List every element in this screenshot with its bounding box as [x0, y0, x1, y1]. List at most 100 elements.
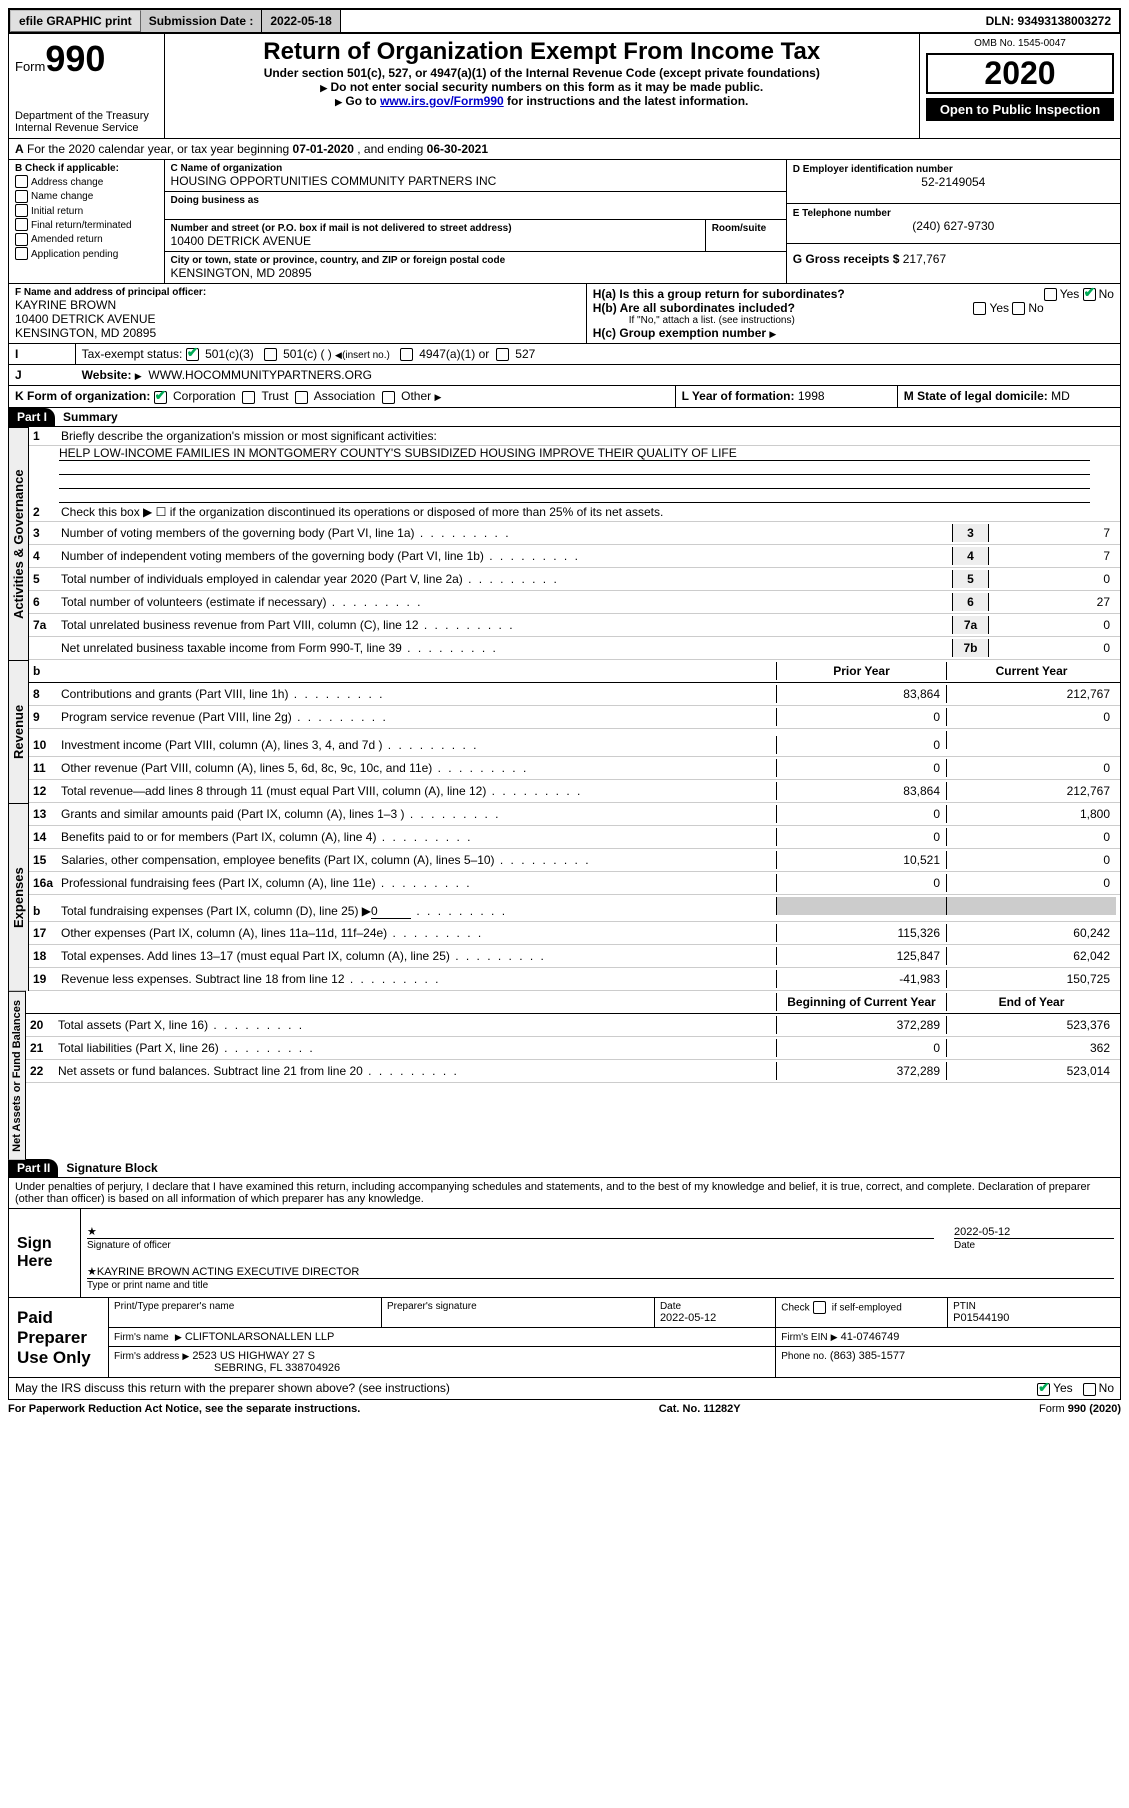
gov-line: Net unrelated business taxable income fr… — [29, 637, 1120, 660]
fin-line: 11Other revenue (Part VIII, column (A), … — [29, 757, 1120, 780]
firm-addr1: 2523 US HIGHWAY 27 S — [192, 1350, 315, 1362]
cb-other[interactable] — [382, 391, 395, 404]
h-b-note: If "No," attach a list. (see instruction… — [593, 315, 1114, 326]
officer-addr2: KENSINGTON, MD 20895 — [15, 326, 580, 340]
ha-yes[interactable] — [1044, 288, 1057, 301]
fin-line: 8Contributions and grants (Part VIII, li… — [29, 683, 1120, 706]
org-city: KENSINGTON, MD 20895 — [171, 266, 780, 280]
fin-line: 13Grants and similar amounts paid (Part … — [29, 803, 1120, 826]
gov-line: 6Total number of volunteers (estimate if… — [29, 591, 1120, 614]
fin-line: 14Benefits paid to or for members (Part … — [29, 826, 1120, 849]
box-b-header: B Check if applicable: — [15, 163, 158, 174]
line-a: A For the 2020 calendar year, or tax yea… — [8, 139, 1121, 160]
box-g-label: G Gross receipts $ — [793, 252, 900, 266]
form-header: Form990 Department of the Treasury Inter… — [8, 34, 1121, 139]
cb-self-employed[interactable] — [813, 1301, 826, 1314]
fin-line: 22Net assets or fund balances. Subtract … — [26, 1060, 1120, 1083]
fin-line: bTotal fundraising expenses (Part IX, co… — [29, 895, 1120, 922]
form990-link[interactable]: www.irs.gov/Form990 — [380, 94, 504, 108]
box-f-label: F Name and address of principal officer: — [15, 287, 580, 298]
penalties-text: Under penalties of perjury, I declare th… — [8, 1178, 1121, 1209]
efile-print-button[interactable]: efile GRAPHIC print — [10, 10, 141, 32]
firm-addr2: SEBRING, FL 338704926 — [214, 1362, 340, 1374]
box-d-label: D Employer identification number — [793, 164, 1114, 175]
box-e-label: E Telephone number — [793, 208, 1114, 219]
ha-no[interactable] — [1083, 288, 1096, 301]
ein: 52-2149054 — [793, 175, 1114, 189]
cb-address-change[interactable]: Address change — [15, 174, 158, 188]
gov-line: 5Total number of individuals employed in… — [29, 568, 1120, 591]
cb-corp[interactable] — [154, 391, 167, 404]
vtab-revenue: Revenue — [8, 660, 29, 803]
form-title: Return of Organization Exempt From Incom… — [171, 38, 913, 66]
firm-ein: 41-0746749 — [841, 1331, 900, 1343]
year-formation: 1998 — [798, 389, 825, 403]
q1: Briefly describe the organization's miss… — [61, 429, 1116, 443]
sign-date: 2022-05-12 — [954, 1217, 1114, 1239]
cb-trust[interactable] — [242, 391, 255, 404]
tax-year: 2020 — [926, 53, 1114, 94]
firm-phone: (863) 385-1577 — [830, 1350, 905, 1362]
officer-addr1: 10400 DETRICK AVENUE — [15, 312, 580, 326]
cb-name-change[interactable]: Name change — [15, 188, 158, 202]
col-boy: Beginning of Current Year — [776, 993, 946, 1011]
dba-label: Doing business as — [171, 195, 780, 206]
dept-treasury: Department of the Treasury — [15, 110, 158, 122]
discuss-row: May the IRS discuss this return with the… — [8, 1378, 1121, 1399]
hb-no[interactable] — [1012, 302, 1025, 315]
fin-line: 10Investment income (Part VIII, column (… — [29, 729, 1120, 757]
cb-final-return[interactable]: Final return/terminated — [15, 217, 158, 231]
firm-name: CLIFTONLARSONALLEN LLP — [185, 1331, 335, 1343]
h-c: H(c) Group exemption number — [593, 326, 1114, 340]
cb-initial-return[interactable]: Initial return — [15, 203, 158, 217]
mission-text: HELP LOW-INCOME FAMILIES IN MONTGOMERY C… — [59, 446, 1090, 461]
omb-number: OMB No. 1545-0047 — [926, 38, 1114, 49]
block-bcdeg: B Check if applicable: Address change Na… — [8, 160, 1121, 284]
website: WWW.HOCOMMUNITYPARTNERS.ORG — [148, 368, 372, 382]
gov-line: 4Number of independent voting members of… — [29, 545, 1120, 568]
cb-527[interactable] — [496, 348, 509, 361]
col-current: Current Year — [946, 662, 1116, 680]
vtab-net: Net Assets or Fund Balances — [8, 991, 26, 1160]
gross-receipts: 217,767 — [903, 252, 946, 266]
submission-label: Submission Date : — [141, 10, 263, 32]
vtab-expenses: Expenses — [8, 803, 29, 991]
cb-amended[interactable]: Amended return — [15, 231, 158, 245]
state-domicile: MD — [1051, 389, 1070, 403]
dln: DLN: 93493138003272 — [978, 10, 1119, 32]
fin-line: 20Total assets (Part X, line 16)372,2895… — [26, 1014, 1120, 1037]
cb-501c[interactable] — [264, 348, 277, 361]
org-address: 10400 DETRICK AVENUE — [171, 234, 699, 248]
line-i: I Tax-exempt status: 501(c)(3) 501(c) ( … — [8, 344, 1121, 365]
paid-preparer: Paid Preparer Use Only Print/Type prepar… — [8, 1298, 1121, 1378]
top-bar: efile GRAPHIC print Submission Date : 20… — [8, 8, 1121, 34]
vtab-governance: Activities & Governance — [8, 427, 29, 660]
fin-line: 9Program service revenue (Part VIII, lin… — [29, 706, 1120, 729]
hb-yes[interactable] — [973, 302, 986, 315]
box-c-name-label: C Name of organization — [171, 163, 780, 174]
mission-blank — [59, 475, 1090, 489]
cb-4947[interactable] — [400, 348, 413, 361]
discuss-yes[interactable] — [1037, 1383, 1050, 1396]
officer-printed-name: ★ KAYRINE BROWN ACTING EXECUTIVE DIRECTO… — [87, 1257, 1114, 1279]
mission-blank — [59, 461, 1090, 475]
col-prior: Prior Year — [776, 662, 946, 680]
cb-501c3[interactable] — [186, 348, 199, 361]
gov-line: 7aTotal unrelated business revenue from … — [29, 614, 1120, 637]
officer-name: KAYRINE BROWN — [15, 298, 580, 312]
discuss-no[interactable] — [1083, 1383, 1096, 1396]
room-label: Room/suite — [712, 223, 780, 234]
fin-line: 16aProfessional fundraising fees (Part I… — [29, 872, 1120, 895]
line-klm: K Form of organization: Corporation Trus… — [8, 386, 1121, 407]
submission-date: 2022-05-18 — [262, 10, 340, 32]
fin-line: 12Total revenue—add lines 8 through 11 (… — [29, 780, 1120, 803]
cb-app-pending[interactable]: Application pending — [15, 246, 158, 260]
cb-assoc[interactable] — [295, 391, 308, 404]
fin-line: 21Total liabilities (Part X, line 26)036… — [26, 1037, 1120, 1060]
q2: Check this box ▶ ☐ if the organization d… — [61, 505, 1116, 519]
subtitle-2: Do not enter social security numbers on … — [171, 80, 913, 94]
gov-line: 3Number of voting members of the governi… — [29, 522, 1120, 545]
officer-signature[interactable]: ★ — [87, 1217, 934, 1239]
line-j: J Website: WWW.HOCOMMUNITYPARTNERS.ORG — [8, 365, 1121, 386]
irs-label: Internal Revenue Service — [15, 122, 158, 134]
